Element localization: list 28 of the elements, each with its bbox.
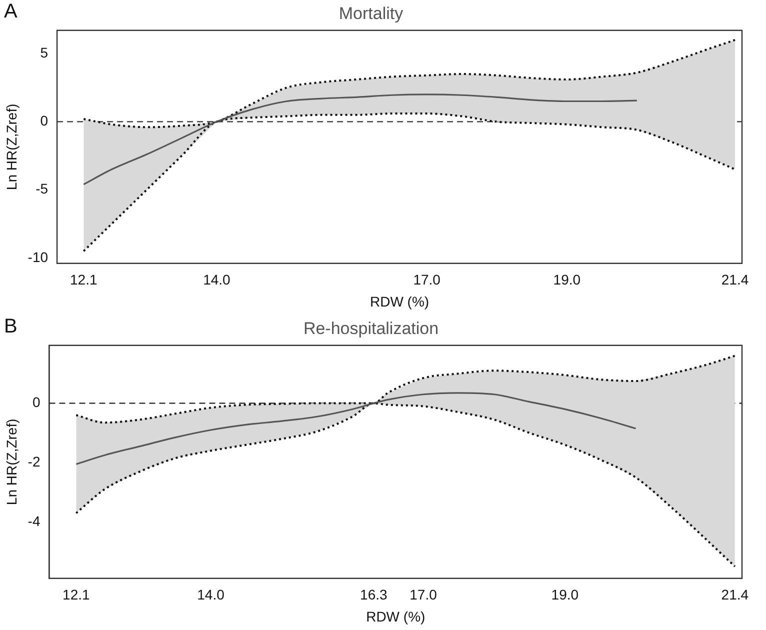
x-tick-label: 19.0 bbox=[551, 586, 579, 603]
y-tick-label: 0 bbox=[40, 112, 48, 129]
x-tick-label: 17.0 bbox=[413, 272, 441, 288]
y-tick-label: -10 bbox=[28, 248, 48, 265]
x-tick-label: 16.3 bbox=[360, 586, 388, 603]
text: A bbox=[4, 0, 18, 23]
x-tick-label: 12.1 bbox=[70, 272, 98, 288]
y-tick-label: 5 bbox=[40, 44, 48, 60]
x-tick-label: 17.0 bbox=[410, 586, 438, 603]
x-tick-label: 12.1 bbox=[62, 586, 90, 603]
chart-title: Re-hospitalization bbox=[303, 318, 439, 338]
y-axis-title: Ln HR(Z,Zref) bbox=[3, 104, 20, 190]
x-tick-label: 14.0 bbox=[197, 586, 225, 603]
x-tick-label: 19.0 bbox=[553, 272, 581, 288]
x-tick-label: 21.4 bbox=[721, 586, 749, 603]
line-series bbox=[75, 392, 637, 465]
line-series bbox=[82, 94, 638, 186]
x-axis-title: RDW (%) bbox=[366, 608, 426, 624]
x-axis-title: RDW (%) bbox=[370, 293, 430, 310]
y-tick-label: -4 bbox=[28, 512, 40, 529]
y-axis-title: Ln HR(Z,Zref) bbox=[3, 418, 20, 506]
x-tick-label: 14.0 bbox=[203, 272, 231, 288]
chart-title: Mortality bbox=[338, 4, 404, 23]
text: B bbox=[4, 316, 18, 338]
y-tick-label: -2 bbox=[28, 454, 40, 470]
y-tick-label: -5 bbox=[36, 180, 48, 197]
y-tick-label: 0 bbox=[32, 394, 40, 410]
x-tick-label: 21.4 bbox=[721, 272, 749, 288]
